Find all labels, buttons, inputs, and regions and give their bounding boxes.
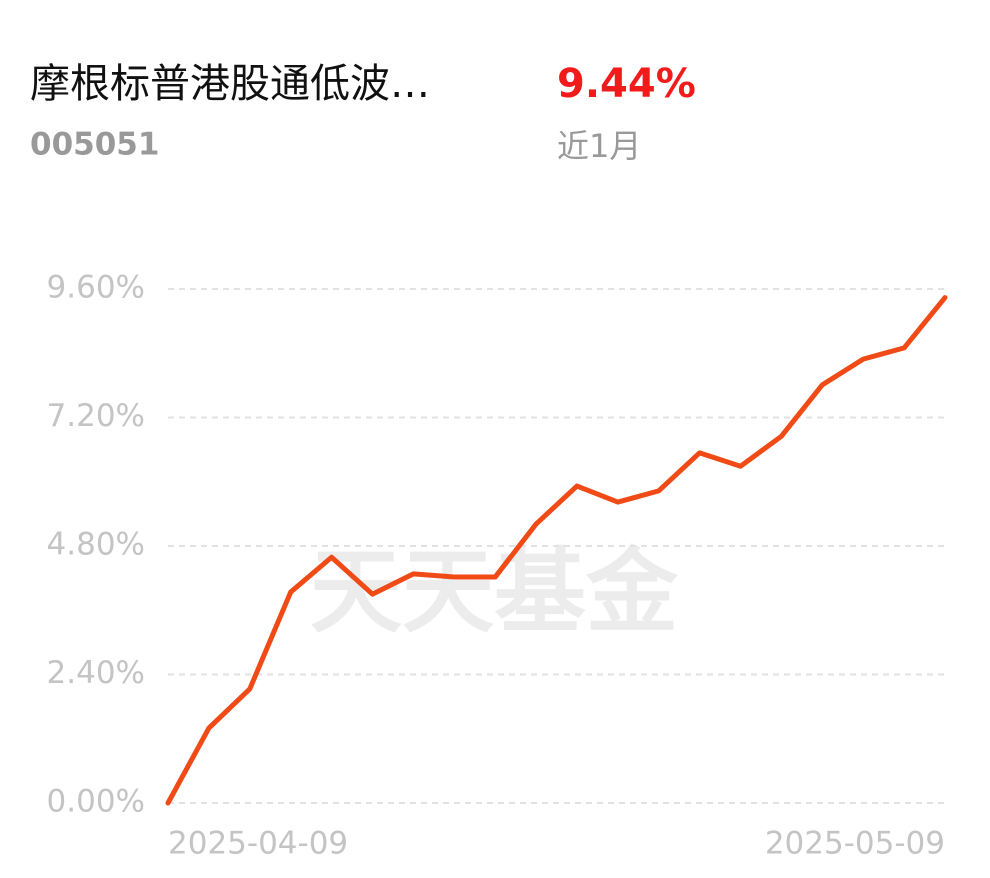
fund-code: 005051 (30, 127, 159, 163)
period: 近1月 (557, 127, 641, 165)
y-tick-label: 7.20% (47, 398, 145, 434)
price-line (165, 295, 948, 806)
watermark: 天天基金 (310, 538, 679, 645)
y-tick-label: 0.00% (47, 784, 145, 820)
y-tick-label: 9.60% (47, 270, 145, 306)
y-tick-label: 4.80% (47, 527, 145, 563)
x-tick-label: 2025-05-09 (765, 826, 945, 862)
return-value: 9.44% (557, 61, 696, 107)
fund-name: 摩根标普港股通低波… (30, 61, 430, 107)
x-tick-label: 2025-04-09 (168, 826, 348, 862)
y-tick-label: 2.40% (47, 655, 145, 691)
